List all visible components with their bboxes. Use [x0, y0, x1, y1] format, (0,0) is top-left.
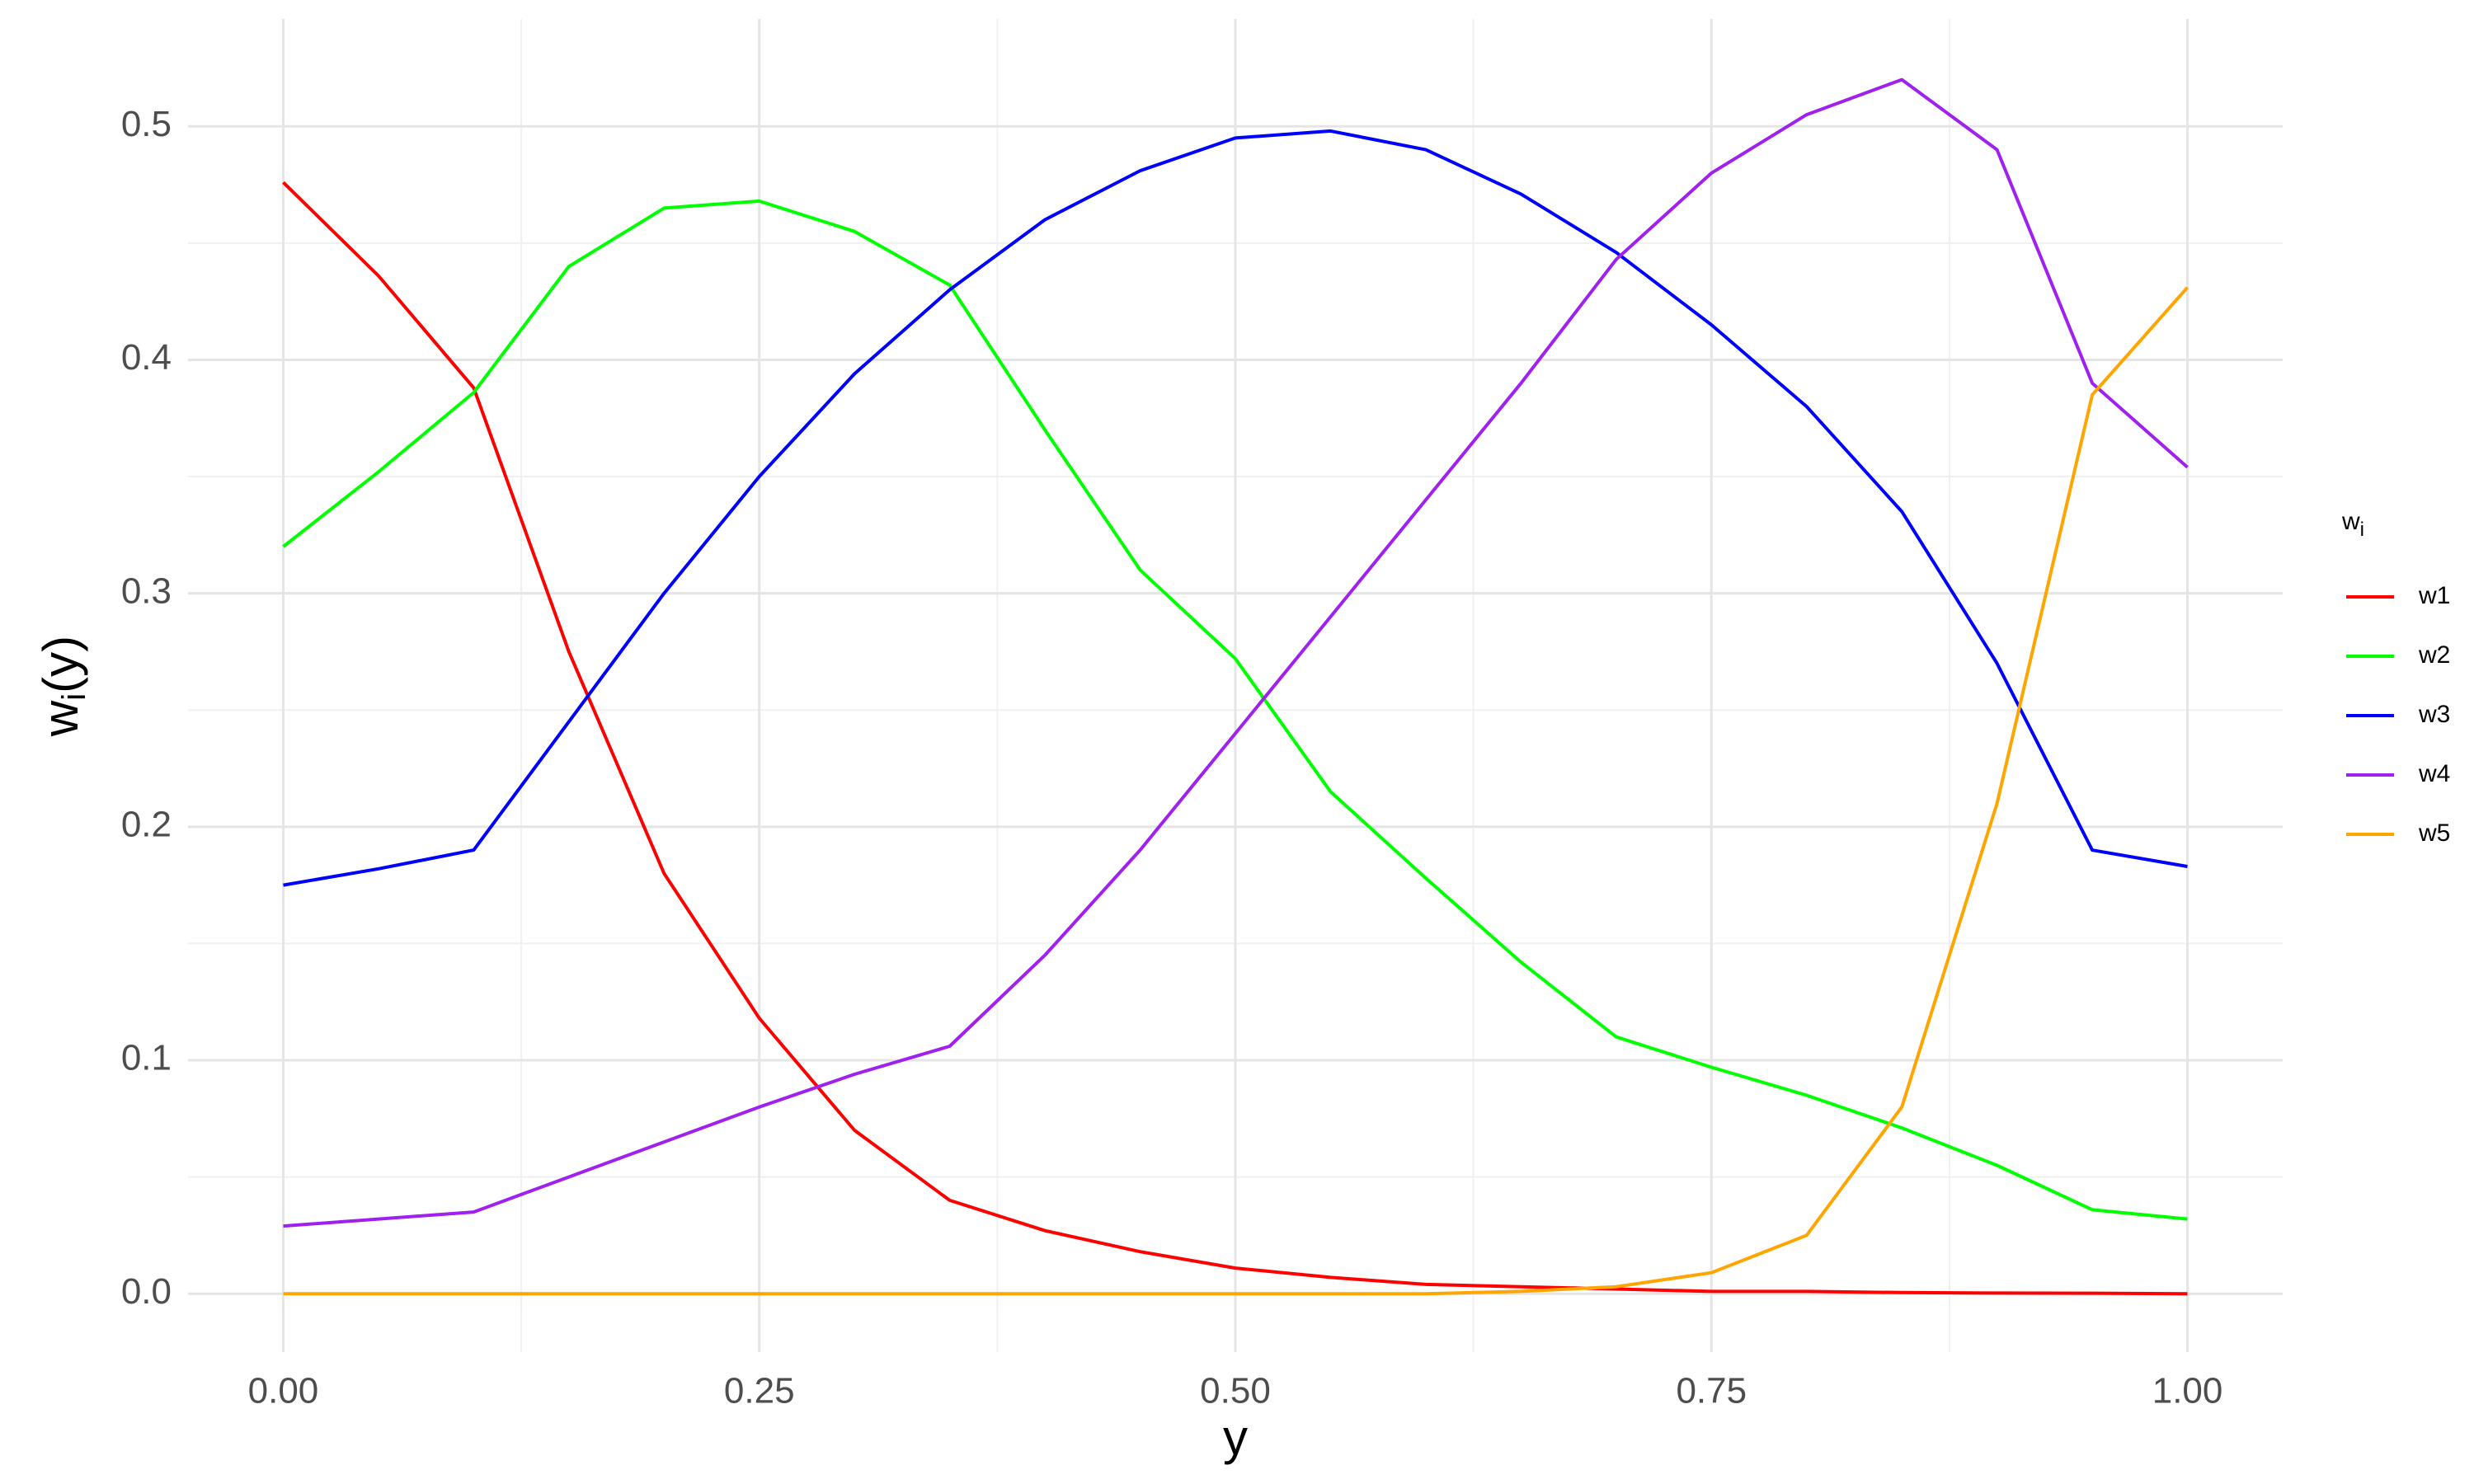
y-tick-label: 0.0	[121, 1271, 172, 1312]
x-tick-label: 0.50	[1200, 1371, 1271, 1411]
y-tick-label: 0.1	[121, 1038, 172, 1078]
y-axis-title-rest: (y)	[33, 636, 88, 693]
line-series	[282, 199, 2188, 1221]
y-tick-label: 0.3	[121, 571, 172, 611]
legend-label: w5	[2418, 819, 2450, 847]
y-tick-label: 0.2	[121, 804, 172, 844]
y-tick-label: 0.4	[121, 337, 172, 378]
y-axis-title-sub: i	[56, 693, 92, 701]
legend-label: w4	[2418, 760, 2450, 787]
line-series	[283, 129, 2188, 887]
legend-label: w2	[2418, 641, 2450, 669]
line-series	[283, 77, 2189, 1228]
x-tick-label: 0.75	[1676, 1371, 1747, 1411]
y-tick-label: 0.5	[121, 104, 172, 144]
x-tick-label: 0.25	[724, 1371, 795, 1411]
legend-title-sub: i	[2360, 519, 2364, 541]
line-series	[283, 286, 2189, 1296]
x-axis-title: y	[1223, 1410, 1248, 1465]
y-axis-title-base: w	[33, 700, 88, 737]
legend-label: w3	[2418, 701, 2450, 728]
legend-title: wi	[2341, 508, 2364, 541]
x-tick-label: 1.00	[2152, 1371, 2223, 1411]
x-tick-label: 0.00	[248, 1371, 319, 1411]
line-series	[282, 181, 2188, 1296]
y-axis-title: wi(y)	[33, 636, 92, 737]
legend-title-base: w	[2341, 508, 2360, 535]
legend-label: w1	[2418, 582, 2450, 609]
